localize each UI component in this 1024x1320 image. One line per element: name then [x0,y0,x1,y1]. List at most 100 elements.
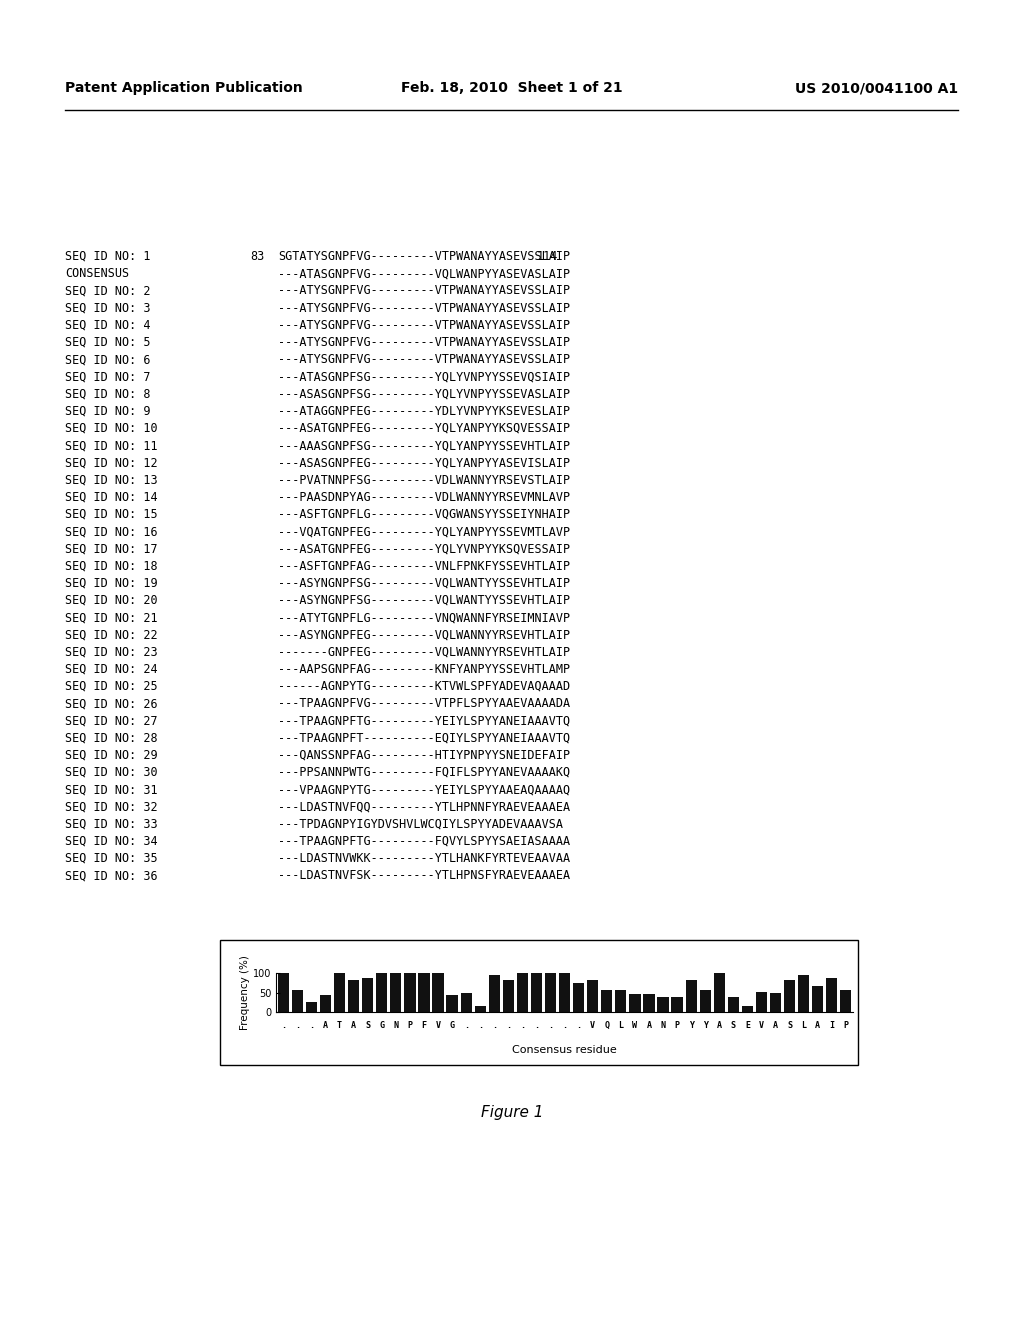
Text: ------AGNPYTG---------KTVWLSPFYADEVAQAAAD: ------AGNPYTG---------KTVWLSPFYADEVAQAAA… [278,680,570,693]
Bar [446,995,458,1012]
Text: ---ATAGGNPFEG---------YDLYVNPYYKSEVESLAIP: ---ATAGGNPFEG---------YDLYVNPYYKSEVESLAI… [278,405,570,418]
Text: SEQ ID NO: 9: SEQ ID NO: 9 [65,405,151,418]
Bar [306,1002,317,1012]
Text: SGTATYSGNPFVG---------VTPWANAYYASEVSSLAIP: SGTATYSGNPFVG---------VTPWANAYYASEVSSLAI… [278,249,570,263]
Bar [292,990,303,1012]
Bar [530,973,542,1012]
Text: ---LDASTNVWKK---------YTLHANKFYRTEVEAAVAA: ---LDASTNVWKK---------YTLHANKFYRTEVEAAVA… [278,851,570,865]
Text: SEQ ID NO: 31: SEQ ID NO: 31 [65,783,158,796]
Bar [278,973,289,1012]
Bar [220,940,858,1065]
Bar [362,978,374,1012]
Text: P: P [844,1020,848,1030]
Text: Consensus residue: Consensus residue [512,1045,617,1056]
Text: ---ATASGNPFSG---------YQLYVNPYYSSEVQSIAIP: ---ATASGNPFSG---------YQLYVNPYYSSEVQSIAI… [278,371,570,383]
Text: ---ASYNGNPFSG---------VQLWANTYYSSEVHTLAIP: ---ASYNGNPFSG---------VQLWANTYYSSEVHTLAI… [278,594,570,607]
Text: 83: 83 [250,249,264,263]
Text: SEQ ID NO: 32: SEQ ID NO: 32 [65,800,158,813]
Bar [376,973,387,1012]
Text: I: I [829,1020,835,1030]
Text: ---VPAAGNPYTG---------YEIYLSPYYAAEAQAAAAQ: ---VPAAGNPYTG---------YEIYLSPYYAAEAQAAAA… [278,783,570,796]
Text: G: G [379,1020,384,1030]
Text: ---ATASGNPFVG---------VQLWANPYYASEVASLAIP: ---ATASGNPFVG---------VQLWANPYYASEVASLAI… [278,267,570,280]
Text: ---ASFTGNPFAG---------VNLFPNKFYSSEVHTLAIP: ---ASFTGNPFAG---------VNLFPNKFYSSEVHTLAI… [278,560,570,573]
Text: .: . [520,1020,525,1030]
Text: ---ATYTGNPFLG---------VNQWANNFYRSEIMNIAVP: ---ATYTGNPFLG---------VNQWANNFYRSEIMNIAV… [278,611,570,624]
Text: ---LDASTNVFSK---------YTLHPNSFYRAEVEAAAEA: ---LDASTNVFSK---------YTLHPNSFYRAEVEAAAE… [278,869,570,882]
Text: US 2010/0041100 A1: US 2010/0041100 A1 [795,81,958,95]
Text: SEQ ID NO: 11: SEQ ID NO: 11 [65,440,158,453]
Text: N: N [393,1020,398,1030]
Text: ---ATYSGNPFVG---------VTPWANAYYASEVSSLAIP: ---ATYSGNPFVG---------VTPWANAYYASEVSSLAI… [278,284,570,297]
Text: ---VQATGNPFEG---------YQLYANPYYSSEVMTLAVP: ---VQATGNPFEG---------YQLYANPYYSSEVMTLAV… [278,525,570,539]
Text: ---PPSANNPWTG---------FQIFLSPYYANEVAAAAKQ: ---PPSANNPWTG---------FQIFLSPYYANEVAAAAK… [278,766,570,779]
Bar [390,973,401,1012]
Text: ---TPDAGNPYIGYDVSHVLWCQIYLSPYYADEVAAAVSA: ---TPDAGNPYIGYDVSHVLWCQIYLSPYYADEVAAAVSA [278,817,563,830]
Text: ---ATYSGNPFVG---------VTPWANAYYASEVSSLAIP: ---ATYSGNPFVG---------VTPWANAYYASEVSSLAI… [278,319,570,331]
Text: .: . [478,1020,482,1030]
Text: ---PAASDNPYAG---------VDLWANNYYRSEVMNLAVP: ---PAASDNPYAG---------VDLWANNYYRSEVMNLAV… [278,491,570,504]
Text: SEQ ID NO: 17: SEQ ID NO: 17 [65,543,158,556]
Text: A: A [773,1020,778,1030]
Text: SEQ ID NO: 4: SEQ ID NO: 4 [65,319,151,331]
Text: Feb. 18, 2010  Sheet 1 of 21: Feb. 18, 2010 Sheet 1 of 21 [401,81,623,95]
Text: ---ASYNGNPFEG---------VQLWANNYYRSEVHTLAIP: ---ASYNGNPFEG---------VQLWANNYYRSEVHTLAI… [278,628,570,642]
Text: ---ASASGNPFSG---------YQLYVNPYYSSEVASLAIP: ---ASASGNPFSG---------YQLYVNPYYSSEVASLAI… [278,388,570,400]
Text: SEQ ID NO: 13: SEQ ID NO: 13 [65,474,158,487]
Bar [657,997,669,1012]
Text: SEQ ID NO: 20: SEQ ID NO: 20 [65,594,158,607]
Text: SEQ ID NO: 1: SEQ ID NO: 1 [65,249,151,263]
Text: .: . [464,1020,469,1030]
Text: SEQ ID NO: 22: SEQ ID NO: 22 [65,628,158,642]
Text: .: . [562,1020,567,1030]
Text: ---AAASGNPFSG---------YQLYANPYYSSEVHTLAIP: ---AAASGNPFSG---------YQLYANPYYSSEVHTLAI… [278,440,570,453]
Text: SEQ ID NO: 23: SEQ ID NO: 23 [65,645,158,659]
Text: CONSENSUS: CONSENSUS [65,267,129,280]
Text: SEQ ID NO: 6: SEQ ID NO: 6 [65,354,151,366]
Bar [741,1006,753,1012]
Bar [812,986,823,1012]
Text: Y: Y [702,1020,708,1030]
Text: S: S [366,1020,371,1030]
Bar [503,979,514,1012]
Bar [573,983,585,1012]
Text: Patent Application Publication: Patent Application Publication [65,81,303,95]
Text: SEQ ID NO: 28: SEQ ID NO: 28 [65,731,158,744]
Bar [699,990,711,1012]
Bar [672,997,683,1012]
Text: A: A [351,1020,356,1030]
Text: A: A [646,1020,651,1030]
Text: SEQ ID NO: 27: SEQ ID NO: 27 [65,714,158,727]
Bar [404,973,416,1012]
Text: Y: Y [689,1020,693,1030]
Text: .: . [492,1020,497,1030]
Bar [826,978,838,1012]
Text: ---TPAAGNPFTG---------FQVYLSPYYSAEIASAAAA: ---TPAAGNPFTG---------FQVYLSPYYSAEIASAAA… [278,834,570,847]
Text: SEQ ID NO: 10: SEQ ID NO: 10 [65,422,158,436]
Text: V: V [759,1020,764,1030]
Text: ---ATYSGNPFVG---------VTPWANAYYASEVSSLAIP: ---ATYSGNPFVG---------VTPWANAYYASEVSSLAI… [278,301,570,314]
Text: Q: Q [604,1020,609,1030]
Text: ---ASASGNPFEG---------YQLYANPYYASEVISLAIP: ---ASASGNPFEG---------YQLYANPYYASEVISLAI… [278,457,570,470]
Text: SEQ ID NO: 29: SEQ ID NO: 29 [65,748,158,762]
Text: P: P [408,1020,413,1030]
Bar [587,979,598,1012]
Text: L: L [801,1020,806,1030]
Bar [348,979,359,1012]
Text: P: P [675,1020,680,1030]
Text: A: A [815,1020,820,1030]
Bar [334,973,345,1012]
Text: F: F [422,1020,426,1030]
Text: SEQ ID NO: 35: SEQ ID NO: 35 [65,851,158,865]
Text: SEQ ID NO: 30: SEQ ID NO: 30 [65,766,158,779]
Bar [615,990,627,1012]
Bar [841,990,852,1012]
Text: SEQ ID NO: 33: SEQ ID NO: 33 [65,817,158,830]
Text: SEQ ID NO: 26: SEQ ID NO: 26 [65,697,158,710]
Bar [685,979,696,1012]
Text: ---ASFTGNPFLG---------VQGWANSYYSSEIYNHAIP: ---ASFTGNPFLG---------VQGWANSYYSSEIYNHAI… [278,508,570,521]
Text: SEQ ID NO: 24: SEQ ID NO: 24 [65,663,158,676]
Text: .: . [281,1020,286,1030]
Bar [319,995,331,1012]
Text: ---ASATGNPFEG---------YQLYVNPYYKSQVESSAIP: ---ASATGNPFEG---------YQLYVNPYYKSQVESSAI… [278,543,570,556]
